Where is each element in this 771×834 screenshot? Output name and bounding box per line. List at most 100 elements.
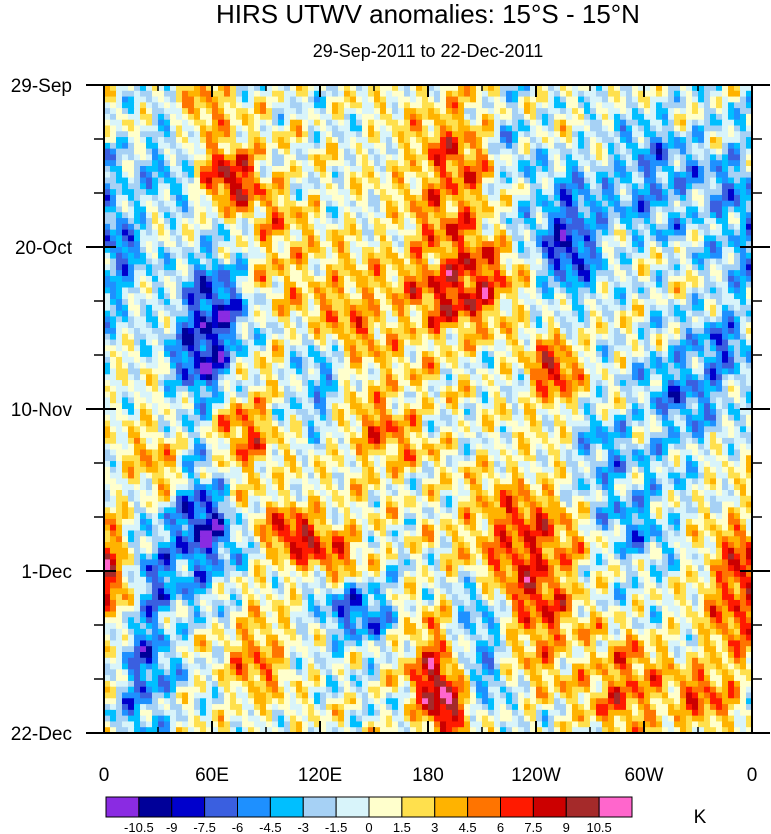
field-cell <box>650 154 657 161</box>
field-cell <box>368 316 375 323</box>
field-cell <box>620 218 627 225</box>
field-cell <box>548 189 555 196</box>
field-cell <box>218 310 225 318</box>
field-cell <box>746 333 752 341</box>
field-cell <box>464 316 471 323</box>
field-cell <box>632 247 639 254</box>
field-cell <box>476 322 483 329</box>
field-cell <box>410 166 417 173</box>
field-cell <box>608 304 615 312</box>
field-cell <box>542 113 549 121</box>
field-cell <box>416 119 423 127</box>
field-cell <box>356 247 363 254</box>
field-cell <box>110 258 117 265</box>
field-cell <box>698 212 705 219</box>
field-cell <box>320 108 327 115</box>
field-cell <box>164 148 171 156</box>
field-cell <box>332 177 339 184</box>
field-cell <box>368 177 375 184</box>
field-cell <box>476 333 483 341</box>
field-cell <box>176 299 183 306</box>
field-cell <box>242 328 249 335</box>
field-cell <box>626 339 633 346</box>
field-cell <box>608 275 615 283</box>
field-cell <box>674 166 681 173</box>
field-cell <box>260 235 267 242</box>
field-cell <box>494 171 501 179</box>
field-cell <box>620 137 627 144</box>
field-cell <box>182 183 189 190</box>
field-cell <box>740 90 747 98</box>
field-cell <box>638 304 645 312</box>
field-cell <box>410 108 417 115</box>
field-cell <box>206 229 213 237</box>
field-cell <box>410 247 417 254</box>
field-cell <box>404 270 411 277</box>
field-cell <box>722 264 729 271</box>
field-cell <box>506 171 513 179</box>
field-cell <box>374 194 381 202</box>
field-cell <box>128 264 135 271</box>
field-cell <box>422 189 429 196</box>
field-cell <box>314 299 321 306</box>
field-cell <box>398 223 405 231</box>
field-cell <box>344 142 351 150</box>
field-cell <box>332 96 339 103</box>
field-cell <box>698 154 705 161</box>
field-cell <box>578 166 585 173</box>
field-cell <box>710 333 717 341</box>
field-cell <box>584 247 591 254</box>
field-cell <box>374 235 381 242</box>
field-cell <box>284 119 291 127</box>
field-cell <box>416 206 423 213</box>
field-cell <box>248 142 255 150</box>
field-cell <box>182 241 189 248</box>
field-cell <box>362 223 369 231</box>
field-cell <box>284 148 291 156</box>
field-cell <box>716 154 723 161</box>
field-cell <box>728 322 735 329</box>
field-cell <box>392 90 399 98</box>
field-cell <box>716 316 723 323</box>
field-cell <box>338 137 345 144</box>
field-cell <box>326 113 333 121</box>
field-cell <box>272 212 279 219</box>
field-cell <box>194 131 201 138</box>
field-cell <box>674 177 681 184</box>
field-cell <box>518 131 525 138</box>
field-cell <box>296 125 303 132</box>
field-cell <box>284 293 291 300</box>
field-cell <box>566 333 573 341</box>
field-cell <box>242 166 249 173</box>
field-cell <box>680 119 687 127</box>
field-cell <box>650 264 657 271</box>
field-cell <box>248 270 255 277</box>
field-cell <box>374 160 381 167</box>
field-cell <box>716 148 723 156</box>
field-cell <box>452 194 459 202</box>
field-cell <box>272 293 279 300</box>
field-cell <box>584 90 591 98</box>
field-cell <box>536 328 543 335</box>
field-cell <box>614 113 621 121</box>
field-cell <box>572 113 579 121</box>
field-cell <box>524 333 531 341</box>
field-cell <box>332 206 339 213</box>
field-cell <box>524 96 531 103</box>
field-cell <box>362 194 369 202</box>
field-cell <box>494 90 501 98</box>
field-cell <box>548 258 555 265</box>
field-cell <box>338 154 345 161</box>
field-cell <box>380 90 387 98</box>
field-cell <box>500 247 507 254</box>
field-cell <box>692 90 699 98</box>
field-cell <box>650 235 657 242</box>
field-cell <box>302 90 309 98</box>
field-cell <box>230 85 237 92</box>
field-cell <box>278 316 285 323</box>
field-cell <box>284 85 291 92</box>
field-cell <box>410 345 417 352</box>
field-cell <box>374 85 381 92</box>
field-cell <box>368 264 375 271</box>
field-cell <box>296 108 303 115</box>
